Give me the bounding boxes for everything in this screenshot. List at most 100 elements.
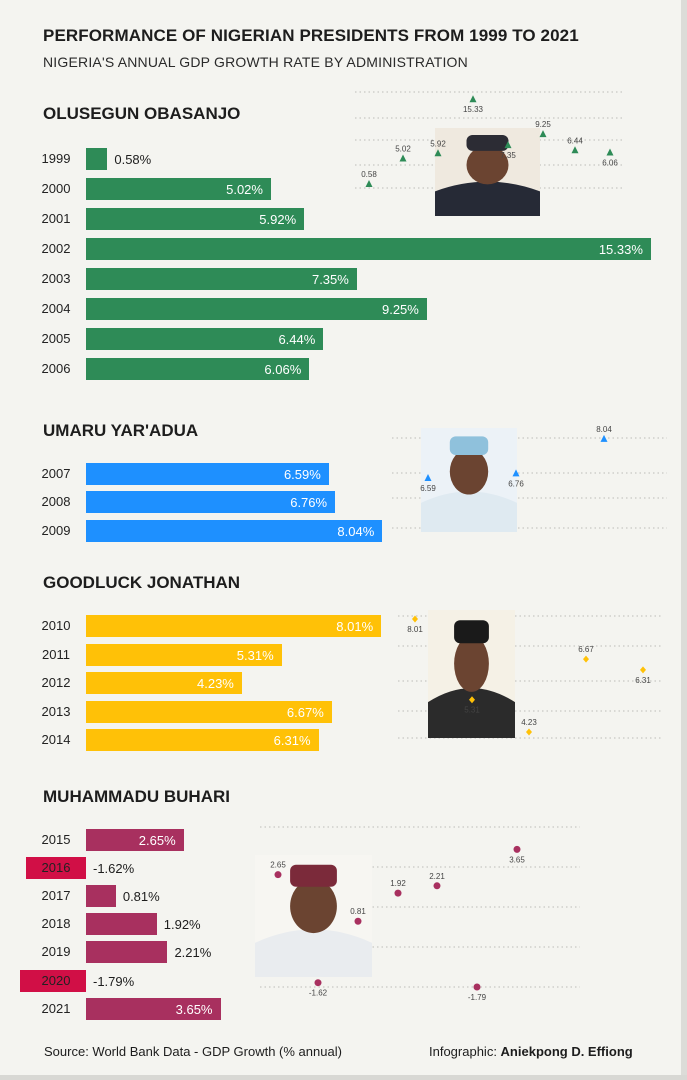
jonathan-value-2013: 6.67%	[286, 705, 324, 720]
buhari-value-2015: 2.65%	[138, 833, 176, 848]
obasanjo-value-2005: 6.44%	[278, 332, 316, 347]
buhari-dot-label-2016: -1.62	[309, 989, 328, 998]
page-title: PERFORMANCE OF NIGERIAN PRESIDENTS FROM …	[43, 26, 579, 45]
yaradua-year-2008: 2008	[41, 494, 71, 509]
jonathan-dot-2012	[526, 728, 532, 736]
obasanjo-value-2001: 5.92%	[259, 212, 297, 227]
obasanjo-dot-2001	[434, 149, 442, 157]
buhari-dot-label-2015: 2.65	[270, 861, 286, 870]
buhari-value-2019: 2.21%	[174, 945, 212, 960]
yaradua-year-2007: 2007	[41, 466, 71, 481]
buhari-dot-2020	[473, 983, 481, 991]
yaradua-bar-2008	[86, 491, 336, 513]
obasanjo-dot-label-2005: 6.44	[567, 136, 583, 145]
buhari-dot-2015	[274, 871, 282, 879]
jonathan-year-2012: 2012	[41, 675, 71, 690]
obasanjo-value-2004: 9.25%	[381, 302, 419, 317]
credit-label: Infographic:	[429, 1044, 501, 1059]
buhari-year-2021: 2021	[41, 1001, 71, 1016]
buhari-year-2016: 2016	[41, 860, 71, 875]
obasanjo-dot-2006	[606, 148, 614, 156]
obasanjo-year-2006: 2006	[41, 361, 71, 376]
yaradua-year-2009: 2009	[41, 523, 71, 538]
bottom-rule	[0, 1075, 687, 1080]
obasanjo-bar-2006	[86, 358, 310, 380]
obasanjo-dot-label-2000: 5.02	[395, 144, 411, 153]
obasanjo-dot-2004	[539, 130, 547, 138]
buhari-value-2016: -1.62%	[93, 861, 135, 876]
jonathan-bar-2011	[86, 644, 282, 666]
obasanjo-dot-markers: 0.58 5.02 5.92 15.33 7.35 9.25 6.44 6.06	[361, 95, 618, 187]
obasanjo-dot-2005	[571, 146, 579, 154]
yaradua-bar-2009	[86, 520, 383, 542]
obasanjo-bar-2002	[86, 238, 651, 260]
obasanjo-bar-2003	[86, 268, 357, 290]
obasanjo-year-2003: 2003	[41, 271, 71, 286]
jonathan-portrait	[428, 610, 515, 743]
yaradua-bar-2007	[86, 463, 329, 485]
jonathan-dot-2011	[469, 696, 475, 704]
obasanjo-dot-label-2004: 9.25	[535, 120, 551, 129]
obasanjo-bar-2001	[86, 208, 305, 230]
obasanjo-dot-label-2001: 5.92	[430, 139, 446, 148]
buhari-dot-label-2018: 1.92	[390, 879, 406, 888]
buhari-dot-2021	[513, 845, 521, 853]
buhari-dot-markers: 2.65 -1.62 0.81 1.92 2.21 -1.79 3.65	[270, 845, 525, 1002]
jonathan-section-title: GOODLUCK JONATHAN	[43, 573, 241, 592]
obasanjo-year-2005: 2005	[41, 331, 71, 346]
obasanjo-value-2006: 6.06%	[264, 362, 302, 377]
jonathan-dot-label-2013: 6.67	[578, 645, 594, 654]
jonathan-bar-2013	[86, 701, 332, 723]
obasanjo-bar-2000	[86, 178, 271, 200]
obasanjo-dot-2003	[504, 141, 512, 149]
jonathan-bar-2012	[86, 672, 242, 694]
buhari-year-2019: 2019	[41, 944, 71, 959]
jonathan-value-2010: 8.01%	[336, 619, 374, 634]
jonathan-dot-label-2014: 6.31	[635, 676, 651, 685]
buhari-year-2017: 2017	[41, 888, 71, 903]
buhari-dot-label-2020: -1.79	[468, 993, 487, 1002]
jonathan-dot-plot	[398, 615, 663, 739]
obasanjo-year-2001: 2001	[41, 211, 71, 226]
obasanjo-year-1999: 1999	[41, 151, 71, 166]
buhari-bar-2016	[26, 857, 86, 879]
buhari-dot-2018	[394, 889, 402, 897]
obasanjo-portrait	[435, 128, 540, 221]
obasanjo-value-2002: 15.33%	[598, 242, 643, 257]
page-subtitle: NIGERIA'S ANNUAL GDP GROWTH RATE BY ADMI…	[43, 54, 468, 70]
yaradua-dot-label-2008: 6.76	[508, 479, 524, 488]
buhari-bar-2019	[86, 941, 168, 963]
buhari-dot-label-2021: 3.65	[509, 855, 525, 864]
jonathan-bar-2014	[86, 729, 319, 751]
source-note: Source: World Bank Data - GDP Growth (% …	[44, 1044, 342, 1059]
obasanjo-bar-2004	[86, 298, 427, 320]
obasanjo-dot-2002	[469, 95, 477, 103]
obasanjo-year-2000: 2000	[41, 181, 71, 196]
obasanjo-value-1999: 0.58%	[114, 152, 152, 167]
obasanjo-bar-2005	[86, 328, 324, 350]
credit: Infographic: Aniekpong D. Effiong	[429, 1044, 633, 1059]
obasanjo-bar-1999	[86, 148, 108, 170]
jonathan-year-2011: 2011	[42, 647, 70, 662]
buhari-value-2017: 0.81%	[122, 889, 160, 904]
buhari-dot-label-2019: 2.21	[429, 872, 445, 881]
yaradua-dot-markers: 6.59 6.76 8.04	[420, 425, 612, 493]
jonathan-dot-2013	[583, 655, 589, 663]
yaradua-dot-2009	[600, 434, 608, 442]
buhari-value-2018: 1.92%	[163, 917, 201, 932]
buhari-bar-2021	[86, 998, 221, 1020]
obasanjo-dot-label-1999: 0.58	[361, 170, 377, 179]
buhari-section-title: MUHAMMADU BUHARI	[43, 787, 230, 806]
buhari-dot-2017	[354, 917, 362, 925]
yaradua-dot-2007	[424, 474, 432, 481]
jonathan-dot-2014	[640, 666, 646, 674]
yaradua-value-2007: 6.59%	[283, 467, 321, 482]
jonathan-dot-label-2010: 8.01	[407, 625, 423, 634]
obasanjo-dot-label-2003: 7.35	[500, 151, 516, 160]
yaradua-dot-2008	[512, 469, 520, 477]
jonathan-year-2010: 2010	[41, 618, 71, 633]
jonathan-bar-2010	[86, 615, 382, 637]
buhari-value-2020: -1.79%	[93, 974, 135, 989]
buhari-year-2015: 2015	[41, 832, 71, 847]
jonathan-dot-label-2012: 4.23	[521, 718, 537, 727]
